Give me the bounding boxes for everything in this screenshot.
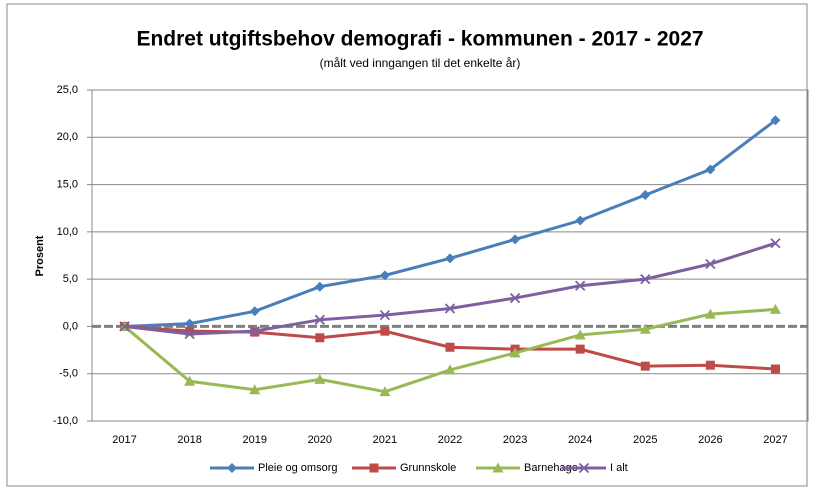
x-tick-label: 2022 xyxy=(438,434,462,446)
y-axis-title: Prosent xyxy=(34,235,46,276)
x-tick-label: 2023 xyxy=(503,434,527,446)
x-tick-label: 2021 xyxy=(373,434,397,446)
marker xyxy=(315,333,325,343)
x-tick-label: 2024 xyxy=(568,434,592,446)
chart-subtitle: (målt ved inngangen til det enkelte år) xyxy=(320,56,521,70)
marker xyxy=(184,318,195,329)
marker xyxy=(445,342,455,352)
marker xyxy=(249,326,260,337)
marker xyxy=(379,386,391,397)
legend-label: Barnehage xyxy=(524,462,578,474)
marker xyxy=(640,361,650,371)
y-tick-label: 5,0 xyxy=(63,273,78,285)
marker xyxy=(770,115,781,126)
x-tick-label: 2020 xyxy=(308,434,332,446)
y-tick-label: 25,0 xyxy=(57,84,78,96)
marker xyxy=(444,364,456,375)
y-tick-label: 0,0 xyxy=(63,320,78,332)
marker xyxy=(705,360,715,370)
x-tick-label: 2019 xyxy=(242,434,266,446)
marker xyxy=(369,463,379,473)
marker xyxy=(575,215,586,226)
marker xyxy=(445,253,455,264)
marker xyxy=(769,303,781,314)
marker xyxy=(640,274,651,285)
y-tick-label: 15,0 xyxy=(57,178,78,190)
chart-title: Endret utgiftsbehov demografi - kommunen… xyxy=(136,28,703,51)
marker xyxy=(380,326,390,336)
legend-label: Grunnskole xyxy=(400,462,456,474)
legend-label: I alt xyxy=(610,462,628,474)
marker xyxy=(705,258,716,270)
marker xyxy=(704,308,716,319)
marker xyxy=(705,164,716,175)
marker xyxy=(184,328,195,340)
marker xyxy=(639,323,651,334)
legend-label: Pleie og omsorg xyxy=(258,462,338,474)
marker xyxy=(249,306,260,317)
marker xyxy=(578,462,590,474)
x-tick-label: 2025 xyxy=(633,434,657,446)
marker xyxy=(509,347,521,358)
marker xyxy=(770,238,781,249)
marker xyxy=(492,462,504,473)
x-tick-label: 2026 xyxy=(698,434,722,446)
marker xyxy=(575,280,586,291)
y-tick-label: -10,0 xyxy=(53,415,78,427)
marker xyxy=(640,189,651,200)
marker xyxy=(510,234,521,245)
x-tick-label: 2018 xyxy=(177,434,201,446)
x-tick-label: 2027 xyxy=(763,434,787,446)
marker xyxy=(184,375,196,386)
marker xyxy=(770,364,780,374)
marker xyxy=(314,373,326,384)
marker xyxy=(185,326,195,336)
y-tick-label: 10,0 xyxy=(57,226,78,238)
marker xyxy=(314,314,325,325)
y-tick-label: 20,0 xyxy=(57,131,78,143)
y-tick-label: -5,0 xyxy=(59,368,78,380)
marker xyxy=(575,344,585,354)
marker xyxy=(379,309,391,321)
marker xyxy=(444,303,456,314)
marker xyxy=(314,281,325,292)
x-tick-label: 2017 xyxy=(112,434,136,446)
marker xyxy=(379,270,390,281)
marker xyxy=(249,384,261,395)
marker xyxy=(509,292,521,304)
marker xyxy=(574,329,586,340)
marker xyxy=(119,321,130,332)
chart-frame xyxy=(6,3,808,487)
marker xyxy=(227,463,237,473)
